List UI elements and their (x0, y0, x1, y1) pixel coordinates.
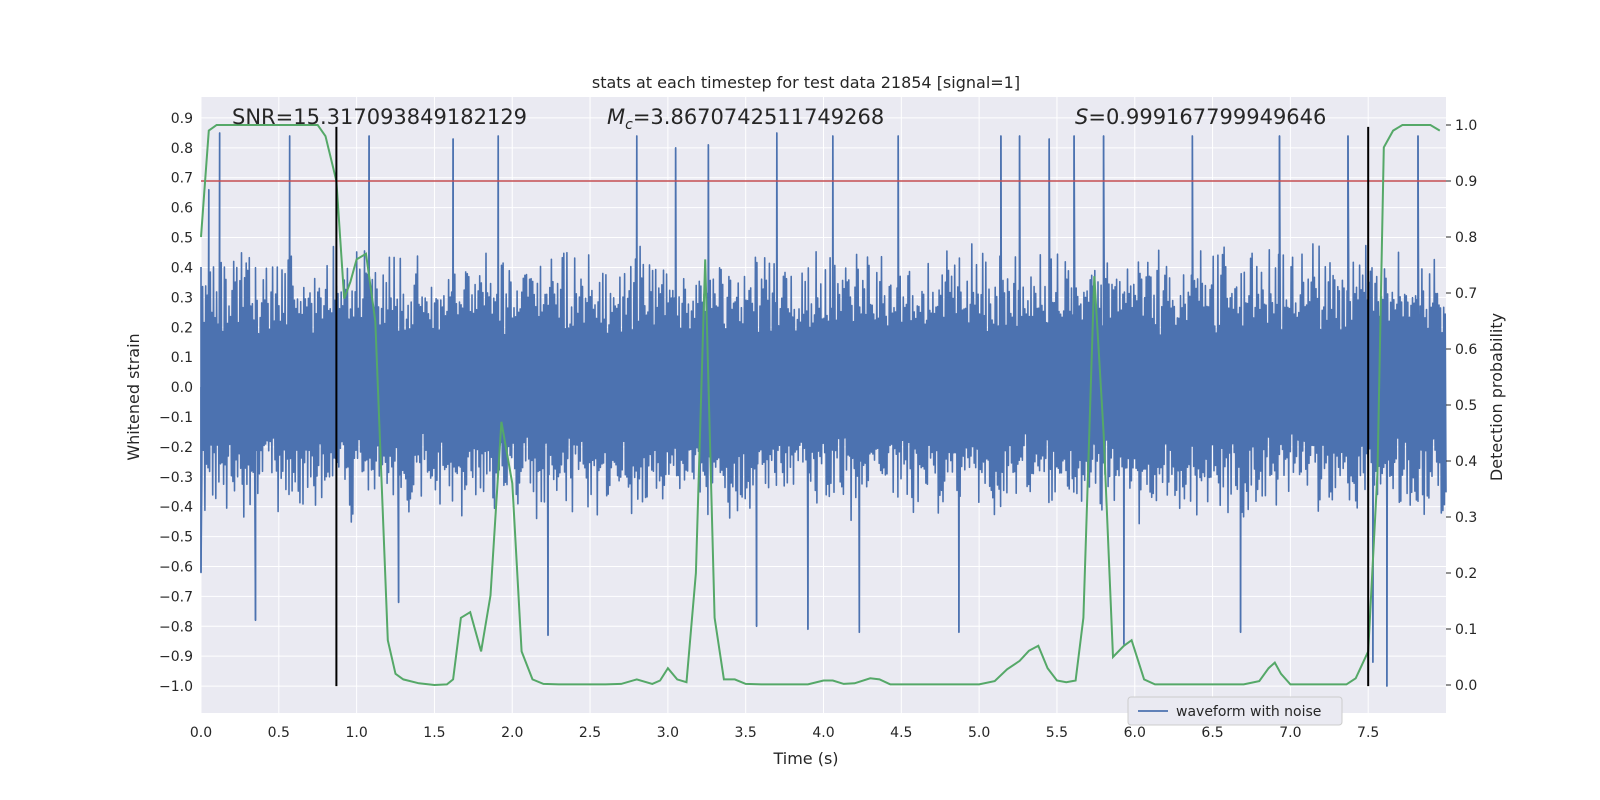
x-tick-label: 0.5 (268, 725, 290, 741)
y-tick-label: −0.9 (159, 649, 193, 665)
y-tick-label: −0.2 (159, 440, 193, 456)
y2-tick-label: 0.0 (1455, 678, 1477, 694)
y2-tick-label: 0.2 (1455, 566, 1477, 582)
y-tick-label: −0.5 (159, 530, 193, 546)
detection-probability-line (200, 124, 1441, 687)
left-axis-ticks: 0.9 0.8 0.7 0.6 0.5 0.4 0.3 0.2 0.1 0.0 −0.1 −0.2 −0… (159, 111, 193, 695)
y2-tick-label: 1.0 (1455, 118, 1477, 134)
y-tick-label: 0.6 (171, 201, 193, 217)
y-axis-label: Whitened strain (124, 333, 143, 460)
y2-axis-label: Detection probability (1487, 313, 1506, 481)
right-axis-ticks: 0.0 0.1 0.2 0.3 0.4 0.5 0.6 0.7 0.8 0.9 1.0 (1446, 118, 1477, 694)
x-tick-label: 2.0 (501, 725, 523, 741)
x-tick-label: 4.0 (812, 725, 834, 741)
y-tick-label: −0.7 (159, 589, 193, 605)
x-tick-label: 5.5 (1046, 725, 1068, 741)
y-tick-label: 0.1 (171, 350, 193, 366)
x-tick-label: 1.0 (345, 725, 367, 741)
x-axis-ticks: 0.0 0.5 1.0 1.5 2.0 2.5 3.0 3.5 4.0 4.5 5.0 5.5 6.0 6… (190, 725, 1379, 741)
x-tick-label: 4.5 (890, 725, 912, 741)
legend-box (1127, 696, 1343, 726)
legend-entry-waveform: waveform with noise (1176, 704, 1321, 720)
y-tick-label: −0.6 (159, 559, 193, 575)
waveform-line (200, 132, 1447, 687)
y2-tick-label: 0.6 (1455, 342, 1477, 358)
y2-tick-label: 0.1 (1455, 622, 1477, 638)
y-tick-label: 0.4 (171, 260, 193, 276)
y-tick-label: 0.7 (171, 171, 193, 187)
x-tick-label: 7.0 (1279, 725, 1301, 741)
y2-tick-label: 0.9 (1455, 174, 1477, 190)
y2-tick-label: 0.5 (1455, 398, 1477, 414)
significance-value: =0.999167799949646 (1088, 105, 1326, 129)
y-tick-label: 0.9 (171, 111, 193, 127)
chirp-mass-subscript: c (625, 117, 633, 133)
x-tick-label: 3.0 (657, 725, 679, 741)
y-tick-label: 0.8 (171, 141, 193, 157)
y-tick-label: −0.8 (159, 619, 193, 635)
chirp-mass-annotation: Mc=3.8670742511749268 (607, 105, 884, 133)
significance-symbol: S (1075, 105, 1088, 129)
x-tick-label: 1.5 (423, 725, 445, 741)
chirp-mass-value: =3.8670742511749268 (633, 105, 884, 129)
waveform-series (200, 132, 1447, 687)
chirp-mass-symbol: M (607, 105, 625, 129)
y2-tick-label: 0.7 (1455, 286, 1477, 302)
y2-tick-label: 0.8 (1455, 230, 1477, 246)
y-tick-label: 0.0 (171, 380, 193, 396)
y-tick-label: 0.5 (171, 231, 193, 247)
significance-annotation: S=0.999167799949646 (1075, 105, 1326, 129)
y-tick-label: −0.4 (159, 500, 193, 516)
y-tick-label: 0.2 (171, 320, 193, 336)
x-tick-label: 6.5 (1201, 725, 1223, 741)
x-tick-label: 5.0 (968, 725, 990, 741)
overlay-lines (200, 124, 1446, 687)
legend: waveform with noise (1127, 696, 1343, 726)
x-tick-label: 0.0 (190, 725, 212, 741)
x-tick-label: 6.0 (1124, 725, 1146, 741)
chart-title: stats at each timestep for test data 218… (592, 73, 1020, 92)
y2-tick-label: 0.4 (1455, 454, 1477, 470)
y-tick-label: −1.0 (159, 679, 193, 695)
y-tick-label: 0.3 (171, 290, 193, 306)
x-tick-label: 7.5 (1357, 725, 1379, 741)
x-tick-label: 3.5 (735, 725, 757, 741)
y-tick-label: −0.3 (159, 470, 193, 486)
x-axis-label: Time (s) (772, 749, 838, 768)
x-tick-label: 2.5 (579, 725, 601, 741)
y-tick-label: −0.1 (159, 410, 193, 426)
y2-tick-label: 0.3 (1455, 510, 1477, 526)
snr-annotation: SNR=15.317093849182129 (232, 105, 527, 129)
